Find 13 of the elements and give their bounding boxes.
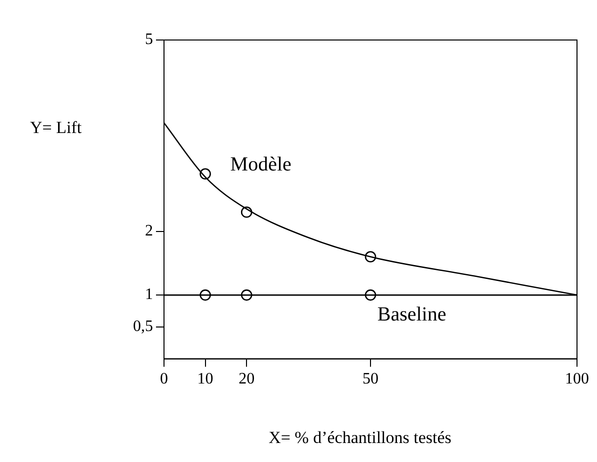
y-tick-label: 0,5 [133, 318, 153, 336]
x-tick-label: 50 [362, 370, 378, 388]
x-tick-label: 0 [160, 370, 168, 388]
x-tick-label: 10 [197, 370, 214, 388]
series-label: Baseline [377, 303, 446, 326]
y-tick-label: 2 [145, 222, 153, 240]
x-tick-label: 20 [238, 370, 255, 388]
y-tick-label: 5 [145, 31, 153, 48]
y-tick-label: 1 [145, 286, 153, 304]
series-label: Modèle [230, 153, 292, 176]
y-axis-title: Y= Lift [30, 118, 82, 138]
x-tick-label: 100 [565, 370, 589, 388]
x-axis-title: X= % d’échantillons testés [268, 428, 452, 448]
